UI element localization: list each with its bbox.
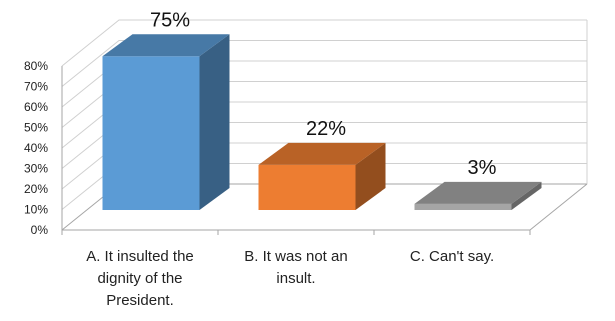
- data-label: 22%: [306, 118, 346, 140]
- y-tick-label: 80%: [24, 59, 48, 73]
- y-tick-label: 0%: [31, 223, 49, 237]
- data-label: 75%: [150, 9, 190, 31]
- y-tick-label: 70%: [24, 80, 48, 94]
- bar-top-face: [258, 142, 386, 165]
- bar-front-face: [414, 203, 512, 210]
- floor-right-edge: [529, 183, 588, 231]
- bar-top-face: [102, 34, 230, 57]
- bar-side-face: [355, 142, 386, 210]
- x-category-labels: A. It insulted the dignity of the Presiden…: [86, 248, 494, 309]
- y-tick-label: 40%: [24, 141, 48, 155]
- y-tick-label: 60%: [24, 100, 48, 114]
- bar-1: [258, 142, 386, 210]
- bar-front-face: [102, 56, 200, 210]
- bar-side-face: [199, 34, 230, 210]
- gridline-80: [61, 19, 587, 67]
- bar-front-face: [258, 164, 356, 210]
- y-tick-label: 20%: [24, 182, 48, 196]
- bar-0: [102, 34, 230, 210]
- bar-top-face: [414, 181, 542, 204]
- y-tick-label: 30%: [24, 162, 48, 176]
- data-label: 3%: [468, 157, 497, 179]
- x-category-label: C. Can't say.: [410, 248, 494, 265]
- y-tick-labels: 0% 10% 20% 30% 40% 50% 60% 70% 80%: [24, 59, 48, 237]
- x-category-label: B. It was not an insult.: [244, 248, 347, 287]
- bars: [102, 34, 542, 210]
- x-category-label: A. It insulted the dignity of the Presiden…: [86, 248, 194, 309]
- bar-2: [414, 181, 542, 210]
- y-tick-label: 50%: [24, 121, 48, 135]
- y-tick-label: 10%: [24, 203, 48, 217]
- axes: [61, 20, 588, 235]
- bar-side-face: [511, 181, 542, 210]
- gridline-70: [61, 40, 587, 87]
- data-labels: 75% 22% 3%: [150, 9, 497, 179]
